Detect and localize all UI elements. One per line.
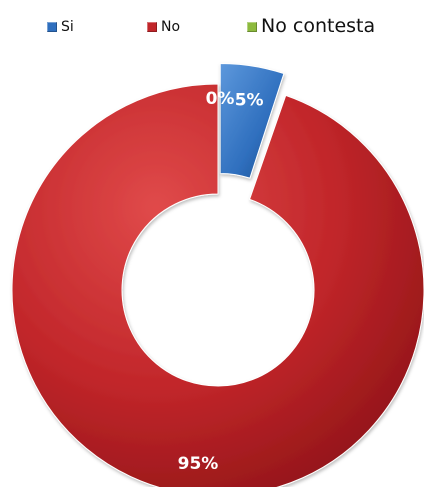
data-label-no: 95% — [178, 454, 219, 474]
data-label-si: 5% — [235, 91, 264, 111]
legend-swatch-no-contesta — [247, 21, 257, 32]
legend-item-no: No — [147, 20, 180, 34]
legend-item-si: Si — [47, 20, 74, 34]
donut-slice-si — [219, 62, 285, 179]
legend-label-no-contesta: No contesta — [261, 15, 376, 37]
donut-labels: 5% 95% 0% — [178, 89, 264, 474]
chart-legend: Si No No contesta — [0, 0, 424, 50]
legend-label-no: No — [161, 19, 181, 35]
data-label-no-contesta: 0% — [206, 89, 235, 109]
legend-swatch-si — [47, 22, 57, 32]
legend-swatch-no — [147, 22, 157, 32]
legend-label-si: Si — [61, 19, 74, 35]
donut-slice-no — [11, 83, 424, 487]
donut-slices — [11, 62, 424, 487]
legend-item-no-contesta: No contesta — [247, 17, 375, 36]
